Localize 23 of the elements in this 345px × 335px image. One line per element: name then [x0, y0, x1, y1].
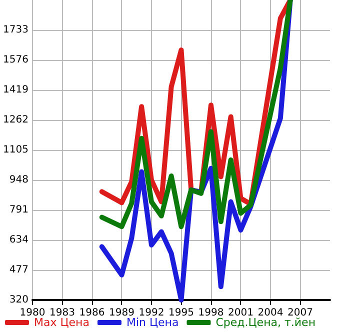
x-tick-label: 1980: [20, 308, 46, 318]
y-tick-label: 1262: [2, 114, 28, 126]
legend-label: Min Цена: [126, 316, 179, 329]
legend-label: Max Цена: [34, 316, 90, 329]
y-tick-label: 634: [9, 234, 28, 246]
x-tick-label: 1995: [168, 308, 194, 318]
x-tick-label: 1998: [198, 308, 224, 318]
x-tick-label: 1992: [138, 308, 164, 318]
y-tick-label: 1419: [2, 84, 28, 96]
x-tick-label: 1983: [49, 308, 75, 318]
x-tick-label: 2007: [288, 308, 313, 318]
y-tick-label: 948: [9, 174, 28, 186]
y-tick-label: 1733: [2, 24, 28, 36]
x-tick-label: 2004: [258, 308, 284, 318]
x-tick-label: 1986: [79, 308, 105, 318]
y-tick-label: 477: [9, 264, 28, 276]
y-tick-label: 1576: [2, 54, 28, 66]
x-tick-label: 2001: [228, 308, 254, 318]
y-tick-label: 791: [9, 204, 28, 216]
legend-label: Сред.Цена, т.йен: [216, 316, 316, 329]
y-tick-label: 1105: [2, 144, 28, 156]
x-tick-label: 1989: [108, 308, 134, 318]
y-tick-label: 320: [9, 294, 28, 306]
